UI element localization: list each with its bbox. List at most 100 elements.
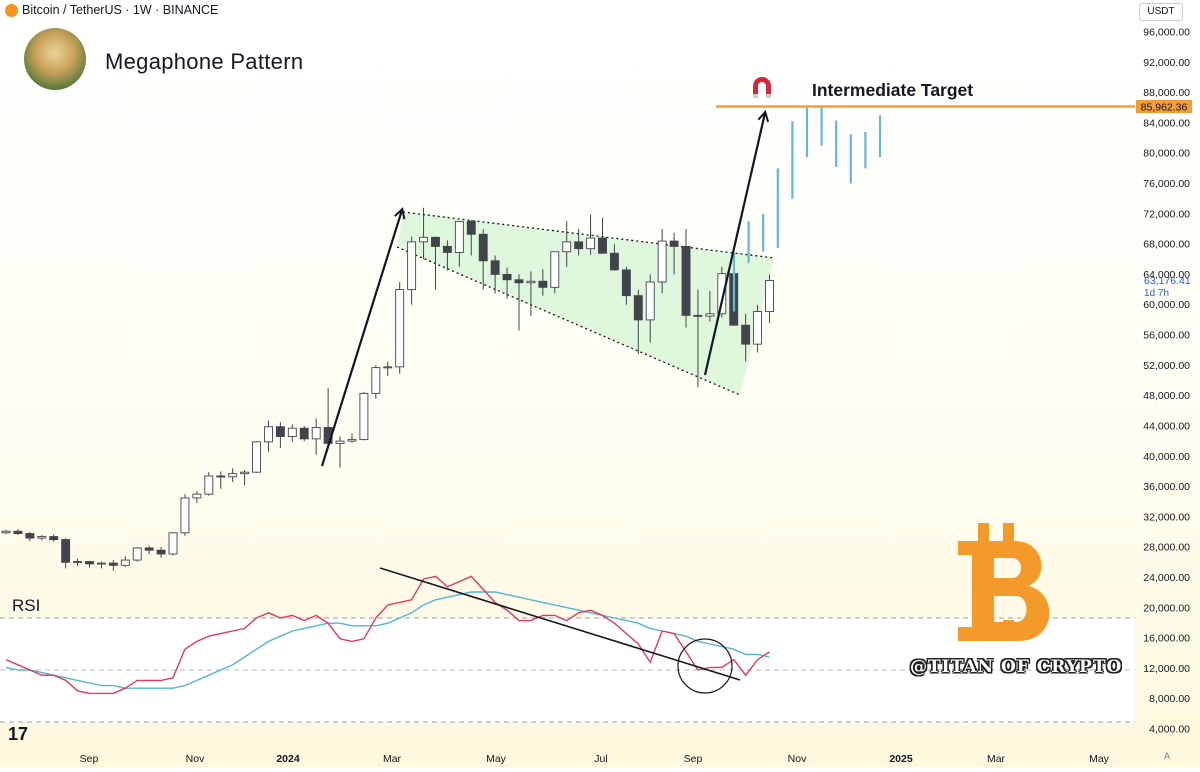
y-tick-label: 92,000.00 [1143,57,1190,69]
y-tick-label: 28,000.00 [1143,542,1190,554]
y-tick-label: 8,000.00 [1149,693,1190,705]
candle [73,558,83,567]
target-price-badge [1136,100,1192,113]
candle [335,436,345,468]
x-tick-label: Mar [383,753,402,765]
candle [287,424,297,442]
y-tick-label: 12,000.00 [1143,663,1190,675]
candle [490,255,500,294]
x-tick-label: Jul [594,753,607,765]
y-tick-label: 40,000.00 [1143,451,1190,463]
target-annotation: Intermediate Target [812,80,974,100]
candle [383,361,393,376]
candle [156,547,166,558]
candle [144,545,154,554]
rsi-ma-line [5,591,770,689]
candle [645,274,655,343]
candle [609,244,619,271]
candle [502,267,512,299]
y-tick-label: 16,000.00 [1143,633,1190,645]
candle [228,468,238,483]
megaphone-wedge-fill [397,212,774,395]
candle [25,532,35,542]
y-tick-label: 88,000.00 [1143,87,1190,99]
candle [586,214,596,255]
y-tick-label: 80,000.00 [1143,148,1190,160]
auto-scale-button[interactable]: A [1164,751,1171,761]
rsi-highlight-circle [677,638,733,694]
last-price-label: 63,176.41 [1144,275,1191,287]
wedge-lower-trendline [396,246,741,396]
candle [252,441,261,473]
y-tick-label: 72,000.00 [1143,208,1190,220]
y-tick-label: 24,000.00 [1143,572,1190,584]
candle [347,433,357,443]
wedge-upper-trendline [402,211,775,259]
y-tick-label: 32,000.00 [1143,511,1190,523]
candle [37,535,47,541]
candle [132,547,142,562]
currency-button[interactable]: USDT [1139,3,1183,21]
candle [1,529,11,535]
y-tick-label: 36,000.00 [1143,481,1190,493]
y-tick-label: 44,000.00 [1143,420,1190,432]
candle [264,420,273,452]
candle-countdown-label: 1d 7h [1144,288,1169,299]
breakout-arrow [703,113,765,376]
candle [180,494,190,536]
candle [550,251,560,294]
candle [311,418,321,455]
y-tick-label: 68,000.00 [1143,239,1190,251]
x-tick-label: May [1089,753,1110,765]
candle [395,282,405,374]
bitcoin-coin-icon [5,3,18,17]
candle [454,220,464,267]
candle [633,289,643,354]
x-tick-label: Sep [684,753,703,765]
candle [705,291,715,322]
x-tick-label: Nov [186,753,205,765]
symbol-header[interactable]: Bitcoin / TetherUS · 1W · BINANCE [0,0,218,20]
candle [693,289,703,388]
rsi-label: RSI [12,596,41,615]
candle [526,271,536,317]
symbol-label: Bitcoin / TetherUS · 1W · BINANCE [22,3,219,17]
y-tick-label: 60,000.00 [1143,299,1190,311]
x-tick-label: Sep [80,753,99,765]
y-tick-label: 48,000.00 [1143,390,1190,402]
y-tick-label: 4,000.00 [1149,724,1190,736]
candle [168,532,178,556]
candle [61,538,71,569]
candle [681,228,691,328]
candle [13,528,23,536]
candle [562,221,572,267]
target-price-label: 85,962.36 [1141,102,1188,114]
x-tick-label: 2025 [889,753,913,765]
y-tick-label: 20,000.00 [1143,602,1190,614]
candle [574,228,584,256]
y-tick-label: 64,000.00 [1143,269,1190,281]
x-tick-label: Nov [788,753,807,765]
candle [204,472,214,496]
candle [741,313,751,362]
candle [753,304,763,353]
candle [108,560,118,571]
candle [359,391,369,441]
tradingview-logo-icon[interactable]: 17 [8,724,29,744]
candle [120,556,130,567]
candle [442,240,452,271]
candle [514,274,524,331]
candle [621,266,631,305]
candle [669,232,679,275]
y-tick-label: 52,000.00 [1143,360,1190,372]
candle [538,269,548,296]
impulse-arrow-1 [320,210,402,467]
candle [717,266,727,318]
y-tick-label: 96,000.00 [1143,27,1190,39]
magnet-icon [753,77,771,98]
bitcoin-logo-icon [958,523,1050,641]
candle [240,469,250,486]
candle [466,219,476,256]
